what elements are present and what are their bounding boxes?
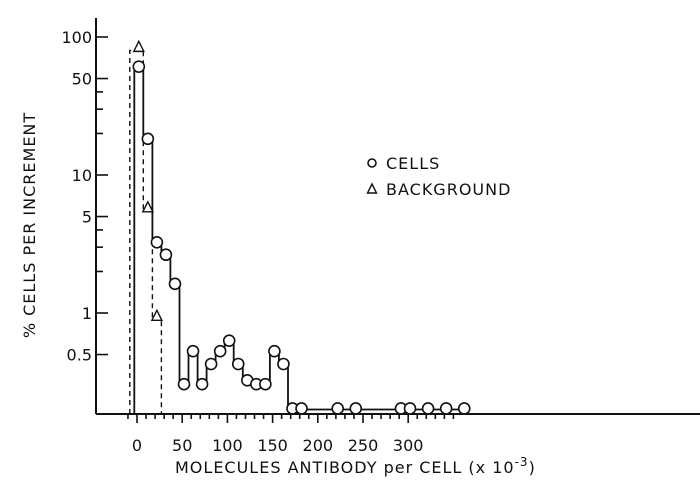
cells-point — [421, 402, 435, 415]
background-point — [150, 308, 164, 322]
cells-point — [141, 132, 155, 146]
x-tick-label: 150 — [257, 436, 288, 455]
cells-point — [457, 402, 471, 415]
cells-point — [231, 357, 245, 371]
series-group — [129, 49, 469, 414]
y-axis-title: % CELLS PER INCREMENT — [20, 112, 39, 338]
cells-point — [259, 377, 272, 391]
y-tick-label: 5 — [82, 208, 92, 227]
cells-point — [277, 357, 290, 371]
cells-point — [168, 277, 182, 291]
x-tick-label: 200 — [303, 436, 334, 455]
cells-point — [213, 344, 227, 358]
cells-point — [331, 402, 344, 415]
cells-point — [177, 377, 191, 391]
y-tick-label: 100 — [61, 28, 92, 47]
cells-point — [268, 344, 281, 358]
x-axis-title-exponent: -3 — [515, 455, 529, 469]
x-tick-label: 300 — [393, 436, 424, 455]
cells-step-line — [133, 66, 469, 414]
legend-label: CELLS — [386, 154, 440, 173]
axes — [95, 18, 700, 415]
cells-point — [349, 402, 363, 415]
x-tick-label: 250 — [348, 436, 379, 455]
cells-point — [186, 344, 200, 358]
x-tick-label: 50 — [172, 436, 192, 455]
cells-point — [403, 402, 417, 415]
legend-symbol-triangle — [366, 182, 378, 194]
x-tick-label: 0 — [132, 436, 142, 455]
background-point — [132, 39, 145, 53]
cells-point — [150, 235, 164, 249]
x-axis-title-close: ) — [529, 458, 536, 477]
ticks: 0.5 1 5 10 50 100 0 50 100 150 200 250 300 — [61, 28, 455, 455]
x-tick-label: 100 — [212, 436, 243, 455]
cells-point — [132, 60, 146, 73]
markers-group — [132, 39, 471, 415]
cells-point — [295, 402, 308, 415]
y-tick-label: 50 — [72, 70, 92, 89]
background-point — [141, 200, 154, 213]
legend: CELLS BACKGROUND — [366, 154, 511, 199]
y-tick-label: 0.5 — [67, 346, 92, 365]
cells-point — [159, 248, 173, 262]
y-tick-label: 1 — [82, 304, 92, 323]
cells-point — [439, 402, 453, 415]
cells-point — [222, 334, 236, 347]
x-axis-title: MOLECULES ANTIBODY per CELL (x 10-3) — [175, 455, 536, 477]
cells-point — [195, 377, 209, 391]
cells-point — [204, 357, 218, 371]
legend-symbol-circle — [367, 158, 377, 168]
x-axis-title-main: MOLECULES ANTIBODY per CELL (x 10 — [175, 458, 515, 477]
legend-label: BACKGROUND — [386, 180, 511, 199]
y-tick-label: 10 — [72, 166, 92, 185]
